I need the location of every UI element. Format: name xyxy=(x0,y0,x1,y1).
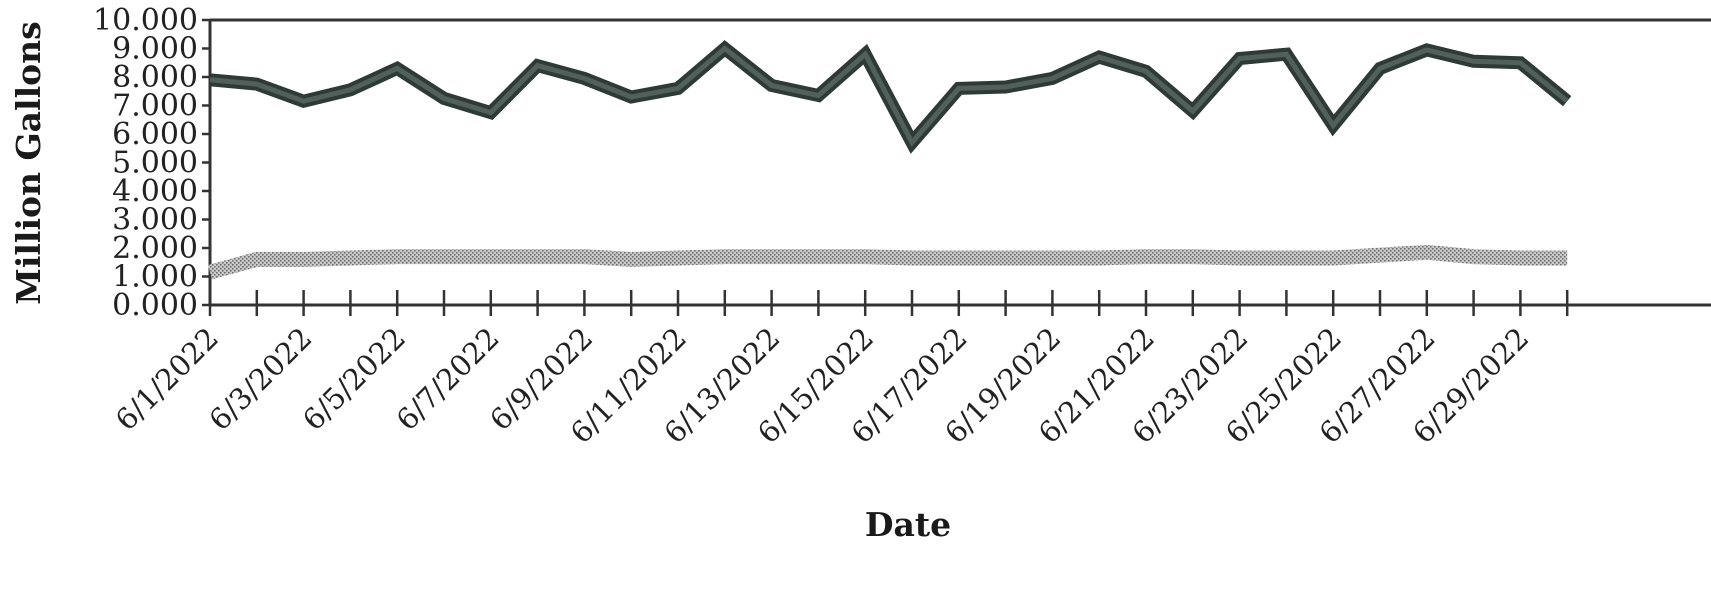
series-layer xyxy=(208,40,1572,280)
y-axis-ticks: 0.0001.0002.0003.0004.0005.0006.0007.000… xyxy=(93,3,210,323)
series-2-line xyxy=(208,244,1568,280)
y-axis-title: Million Gallons xyxy=(9,21,48,304)
x-tick-label: 6/1/2022 xyxy=(109,321,225,437)
y-tick-label: 5.000 xyxy=(112,146,198,181)
y-tick-label: 7.000 xyxy=(112,89,198,124)
y-tick-label: 8.000 xyxy=(112,60,198,95)
y-tick-label: 2.000 xyxy=(112,231,198,266)
y-tick-label: 10.000 xyxy=(93,3,198,38)
y-tick-label: 4.000 xyxy=(112,174,198,209)
y-tick-label: 6.000 xyxy=(112,117,198,152)
y-tick-label: 0.000 xyxy=(112,288,198,323)
y-tick-label: 1.000 xyxy=(112,260,198,295)
x-axis-title: Date xyxy=(865,505,951,544)
x-tick-label: 6/5/2022 xyxy=(296,321,412,437)
series-1-line-highlight xyxy=(209,45,1569,147)
y-tick-label: 9.000 xyxy=(112,32,198,67)
x-tick-label: 6/3/2022 xyxy=(202,321,318,437)
x-axis-ticks: 6/1/20226/3/20226/5/20226/7/20226/9/2022… xyxy=(109,290,1569,450)
y-tick-label: 3.000 xyxy=(112,203,198,238)
x-tick-label: 6/7/2022 xyxy=(390,321,506,437)
